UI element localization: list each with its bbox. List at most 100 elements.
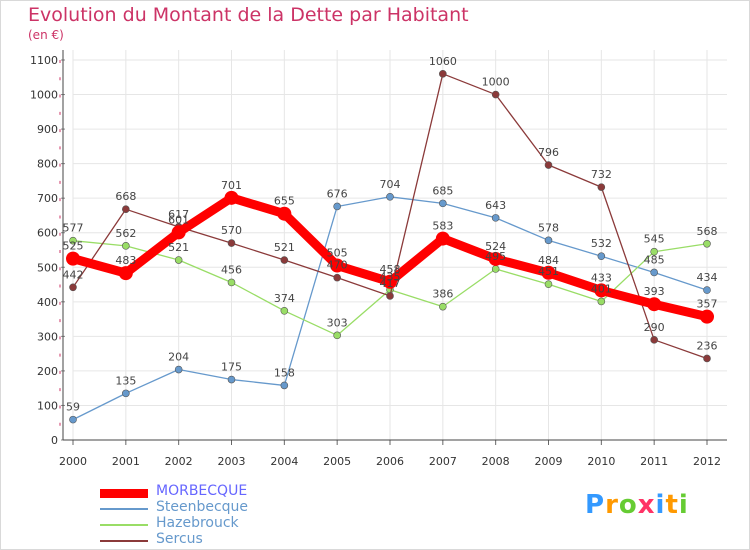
- legend-swatch: [100, 508, 148, 510]
- x-tick-label: 2003: [218, 455, 246, 468]
- x-tick-label: 2001: [112, 455, 140, 468]
- data-label: 668: [115, 190, 136, 203]
- data-point-sercus: [227, 239, 236, 247]
- data-label: 393: [644, 285, 665, 298]
- x-tick-label: 2008: [482, 455, 510, 468]
- chart-subtitle: (en €): [28, 28, 64, 42]
- data-point-steenbecque: [703, 286, 711, 294]
- data-label: 568: [697, 225, 718, 238]
- data-label: 435: [380, 271, 401, 284]
- data-point-morbecque: [383, 274, 397, 289]
- data-point-morbecque: [118, 266, 133, 281]
- proxiti-logo: Proxiti: [585, 490, 689, 520]
- y-tick-label: 800: [37, 158, 58, 171]
- data-point-steenbecque: [386, 193, 394, 201]
- data-point-hazebrouck: [333, 331, 341, 340]
- data-point-hazebrouck: [703, 239, 711, 248]
- data-point-steenbecque: [122, 389, 130, 398]
- data-label: 175: [221, 361, 242, 374]
- data-point-sercus: [491, 90, 500, 99]
- data-label: 204: [168, 351, 189, 364]
- data-label: 290: [644, 321, 665, 334]
- logo-letter: r: [605, 490, 619, 520]
- data-point-sercus: [280, 256, 289, 264]
- data-label: 545: [644, 233, 665, 246]
- legend-swatch: [100, 540, 148, 542]
- data-point-hazebrouck: [227, 278, 236, 287]
- data-label: 458: [380, 263, 401, 276]
- data-point-steenbecque: [333, 202, 341, 211]
- data-label: 386: [432, 288, 453, 301]
- logo-letter: P: [585, 490, 606, 520]
- data-point-hazebrouck: [491, 265, 500, 273]
- legend-label: Steenbecque: [156, 499, 249, 515]
- data-label: 521: [274, 241, 295, 254]
- data-label: 158: [274, 366, 295, 379]
- data-label: 643: [485, 199, 506, 212]
- data-point-steenbecque: [69, 415, 77, 424]
- data-point-morbecque: [435, 231, 450, 246]
- data-label-layer: 59 135 204 175 158 676 704 685 643 578 532 485 434 57…: [63, 55, 718, 414]
- y-tick-label: 1100: [30, 54, 58, 67]
- data-point-sercus: [333, 273, 341, 282]
- y-tick-label: 0: [51, 434, 58, 447]
- data-point-sercus: [650, 336, 658, 344]
- x-tick-label: 2010: [587, 455, 615, 468]
- data-point-morbecque: [330, 258, 345, 273]
- y-tick-label: 1000: [30, 89, 58, 102]
- data-label: 303: [327, 316, 348, 329]
- data-label: 655: [274, 195, 295, 208]
- data-label: 505: [327, 247, 348, 260]
- y-tick-label: 200: [37, 365, 58, 378]
- data-point-steenbecque: [227, 375, 236, 384]
- data-point-sercus: [386, 292, 394, 300]
- y-tick-label: 500: [37, 261, 58, 274]
- data-point-sercus: [544, 161, 553, 169]
- logo-letter: i: [678, 490, 689, 520]
- data-point-morbecque: [700, 309, 714, 324]
- data-label: 470: [327, 259, 348, 272]
- data-label: 236: [697, 339, 718, 352]
- data-point-steenbecque: [439, 199, 447, 208]
- y-tick-label: 400: [37, 296, 58, 309]
- data-point-morbecque: [277, 206, 292, 221]
- legend-label: MORBECQUE: [156, 483, 248, 499]
- legend-label: Hazebrouck: [156, 515, 239, 531]
- data-label: 434: [697, 271, 718, 284]
- data-label: 484: [538, 254, 559, 267]
- legend-item: Steenbecque: [100, 499, 360, 517]
- logo-letter: o: [618, 490, 638, 520]
- data-label: 701: [221, 179, 242, 192]
- logo-letter: i: [655, 490, 666, 520]
- x-tick-label: 2007: [429, 455, 457, 468]
- data-point-morbecque: [224, 190, 239, 205]
- data-point-steenbecque: [280, 381, 289, 390]
- data-point-morbecque: [488, 251, 503, 266]
- data-label: 59: [66, 401, 80, 414]
- data-label: 601: [168, 213, 189, 226]
- legend-label: Sercus: [156, 531, 203, 547]
- data-point-morbecque: [171, 225, 186, 240]
- data-label: 676: [327, 187, 348, 200]
- data-label: 357: [697, 298, 718, 311]
- data-point-morbecque: [647, 297, 662, 312]
- data-point-hazebrouck: [69, 236, 77, 245]
- data-label: 685: [432, 184, 453, 197]
- data-label: 135: [115, 374, 136, 387]
- data-label: 374: [274, 292, 295, 305]
- data-label: 485: [644, 253, 665, 266]
- data-label: 483: [115, 254, 136, 267]
- data-label: 1060: [429, 55, 457, 68]
- x-tick-label: 2009: [535, 455, 563, 468]
- data-label: 451: [538, 265, 559, 278]
- legend: MORBECQUE Steenbecque Hazebrouck Sercus: [100, 483, 360, 549]
- x-tick-label: 2005: [323, 455, 351, 468]
- data-label: 1000: [482, 76, 510, 89]
- data-point-morbecque: [66, 251, 80, 266]
- data-point-hazebrouck: [122, 242, 130, 250]
- x-tick-label: 2011: [640, 455, 668, 468]
- data-point-steenbecque: [597, 252, 606, 261]
- data-point-sercus: [122, 205, 130, 214]
- y-tick-label: 600: [37, 227, 58, 240]
